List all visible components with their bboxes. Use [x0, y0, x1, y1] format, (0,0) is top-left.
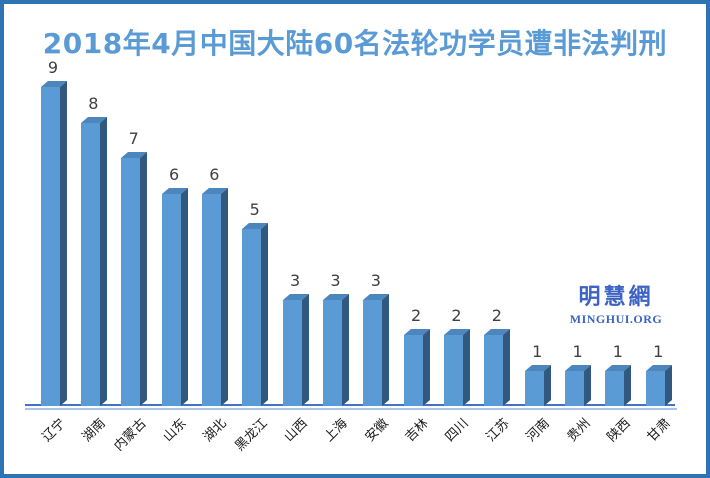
bar-黑龙江 — [242, 229, 262, 406]
x-axis-label: 安徽 — [362, 416, 392, 446]
bar-value-label: 1 — [532, 341, 543, 361]
bar-value-label: 7 — [128, 129, 139, 149]
x-axis-label: 甘肃 — [644, 416, 674, 446]
bar-贵州 — [565, 370, 585, 406]
x-axis-label: 山东 — [160, 416, 190, 446]
x-axis-label: 江苏 — [483, 416, 513, 446]
bar-吉林 — [403, 335, 423, 406]
bar-安徽 — [363, 299, 383, 406]
bar-湖北 — [201, 193, 221, 406]
x-axis-label: 陕西 — [604, 416, 634, 446]
bar-value-label: 6 — [209, 164, 220, 184]
bar-辽宁 — [40, 87, 60, 406]
bar-value-label: 1 — [653, 341, 664, 361]
bar-四川 — [444, 335, 463, 406]
x-axis-label: 四川 — [443, 416, 473, 446]
bar-湖南 — [80, 122, 100, 406]
minghui-logo-url: MINGHUI.ORG — [569, 312, 663, 326]
bar-山东 — [161, 193, 181, 406]
bar-value-label: 3 — [290, 270, 301, 290]
bar-value-label: 3 — [330, 270, 341, 290]
bar-上海 — [322, 299, 342, 406]
bar-value-label: 2 — [411, 306, 422, 326]
x-axis-floor-line — [25, 408, 677, 410]
bar-value-label: 5 — [249, 200, 260, 219]
bar-山西 — [282, 299, 302, 406]
bar-甘肃 — [645, 370, 665, 406]
x-axis-label: 黑龙江 — [232, 416, 271, 455]
chart-title: 2018年4月中国大陆60名法轮功学员遭非法判刑 — [42, 27, 668, 60]
bar-河南 — [524, 370, 544, 406]
x-axis-label: 湖南 — [79, 416, 109, 446]
x-axis-label: 湖北 — [200, 416, 230, 446]
bar-江苏 — [484, 335, 504, 406]
bar-value-label: 2 — [491, 306, 502, 326]
x-axis-label: 吉林 — [402, 416, 432, 446]
bar-chart-plot-area: 9 辽宁 8 湖南 7 内蒙古 6 山东 6 湖北 5 黑龙江 3 山西 3 上海 3 安徽 2 吉林 2 四川 2 江苏 1 河… — [4, 4, 706, 474]
bar-value-label: 1 — [572, 341, 583, 361]
x-axis-label: 河南 — [523, 416, 553, 446]
minghui-logo-text: 明慧網 — [578, 285, 654, 310]
bar-value-label: 1 — [612, 341, 623, 361]
minghui-watermark: 明慧網 MINGHUI.ORG — [560, 285, 672, 326]
x-axis-label: 辽宁 — [39, 416, 69, 446]
x-axis-line — [25, 404, 675, 406]
x-axis-label: 贵州 — [564, 416, 594, 446]
x-axis-label: 上海 — [322, 416, 352, 446]
bar-陕西 — [605, 370, 625, 406]
bar-value-label: 3 — [370, 270, 381, 290]
bar-value-label: 6 — [168, 164, 180, 184]
bar-value-label: 8 — [88, 93, 99, 113]
bar-value-label: 2 — [451, 306, 462, 326]
bar-内蒙古 — [121, 158, 141, 406]
bar-value-label: 9 — [47, 58, 59, 78]
x-axis-label: 内蒙古 — [111, 416, 150, 455]
x-axis-label: 山西 — [281, 416, 311, 446]
